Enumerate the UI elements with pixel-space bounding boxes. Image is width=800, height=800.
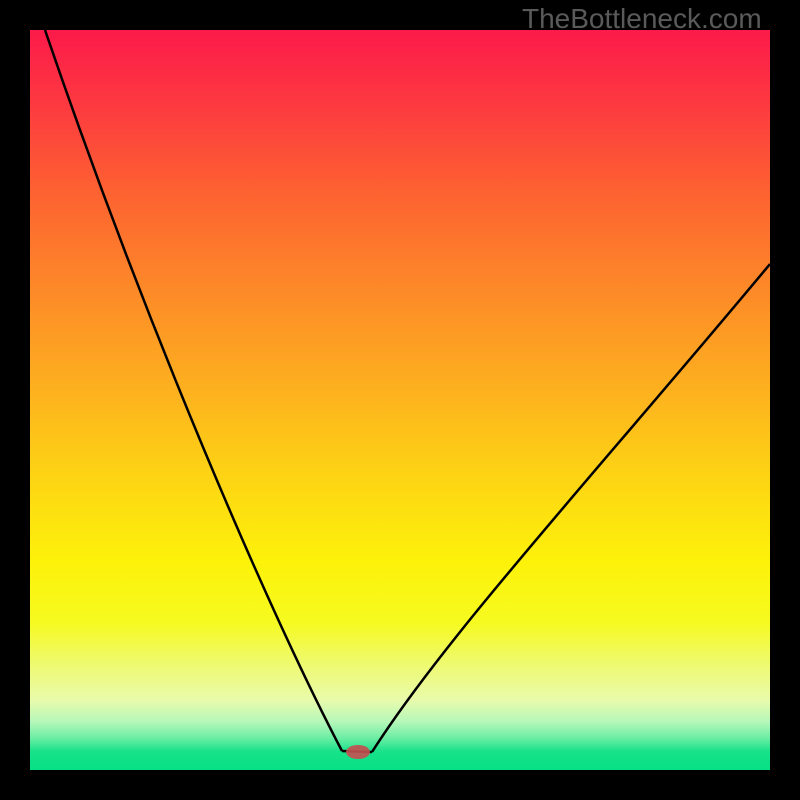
gradient-background [30, 30, 770, 770]
watermark-text: TheBottleneck.com [522, 3, 762, 35]
optimal-marker [346, 745, 370, 759]
chart-svg [0, 0, 800, 800]
chart-stage: TheBottleneck.com [0, 0, 800, 800]
